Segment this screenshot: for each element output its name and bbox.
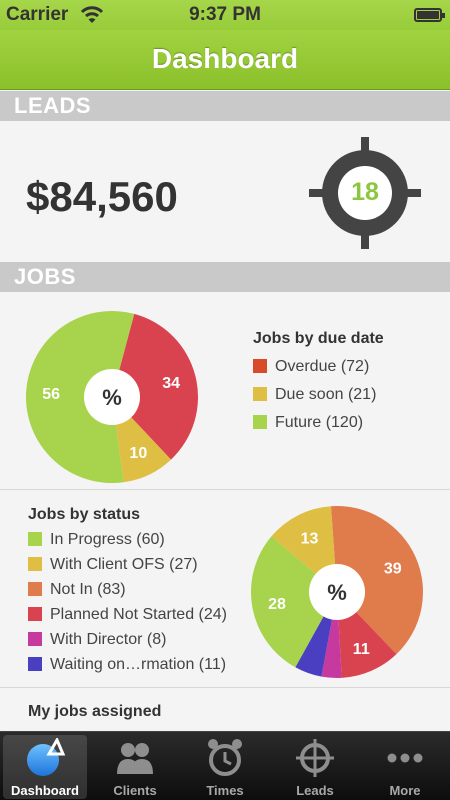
tab-leads[interactable]: Leads [273,735,357,799]
tab-label: Dashboard [11,783,79,798]
status-value-label: 13 [301,531,319,548]
status-bar: Carrier 9:37 PM [0,0,450,30]
target-icon [296,739,334,777]
due-date-value-label: 56 [42,386,60,403]
jobs-by-due-date-pie[interactable]: % 34 10 56 [0,292,230,490]
legend-label: Overdue (72) [275,358,370,375]
tab-clients[interactable]: Clients [93,735,177,799]
more-icon [387,753,423,763]
legend-item-due-soon: Due soon (21) [253,385,376,405]
status-slice-in-progress[interactable] [250,536,337,668]
my-jobs-assigned-heading: My jobs assigned [28,703,162,720]
status-center-hole [309,564,365,620]
alarm-clock-icon [208,739,242,776]
legend-item-with-client-ofs: With Client OFS (27) [28,555,198,575]
wifi-icon [80,6,104,23]
leads-value: $84,560 [26,173,178,220]
page-title: Dashboard [151,43,299,74]
legend-swatch [253,387,267,401]
due-date-slice-overdue[interactable] [112,313,198,460]
clients-icon [117,743,153,774]
navigation-bar: Dashboard [0,30,450,90]
clock: 9:37 PM [189,4,261,25]
status-center-label: % [327,580,347,605]
legend-item-not-in: Not In (83) [28,580,126,600]
legend-item-with-director: With Director (8) [28,630,166,650]
legend-swatch [253,359,267,373]
legend-label: Not In (83) [50,581,126,598]
tab-label: Clients [113,783,157,798]
status-legend-title: Jobs by status [28,506,141,523]
status-value-label: 28 [268,596,286,613]
divider [0,489,450,490]
legend-item-waiting-on-information: Waiting on…rmation (11) [28,655,226,675]
legend-label: With Client OFS (27) [50,556,198,573]
jobs-by-status-pie[interactable]: % 39 11 28 13 [240,495,440,685]
dashboard-icon [27,738,65,776]
carrier-label: Carrier [6,4,69,25]
tab-label: Times [206,783,244,798]
due-date-legend-title: Jobs by due date [253,330,384,347]
status-value-label: 11 [353,641,370,658]
legend-label: With Director (8) [50,631,167,648]
legend-item-overdue: Overdue (72) [253,357,369,377]
legend-label: Waiting on…rmation (11) [50,656,227,673]
status-slice-not-in[interactable] [331,506,423,655]
tab-more[interactable]: More [363,735,447,799]
tab-dashboard[interactable]: Dashboard [3,735,87,799]
tab-label: Leads [296,783,334,798]
legend-item-in-progress: In Progress (60) [28,530,165,550]
legend-label: Due soon (21) [275,386,377,403]
due-date-value-label: 10 [129,445,147,462]
legend-label: Planned Not Started (24) [50,606,227,623]
jobs-section-header: JOBS [0,262,450,292]
legend-label: Future (120) [275,414,364,431]
legend-swatch [28,532,42,546]
due-date-center-hole [84,369,140,425]
tab-bar: Dashboard Clients Times Leads [0,731,450,800]
legend-swatch [28,557,42,571]
leads-section-header: LEADS [0,91,450,121]
tab-label: More [389,783,421,798]
due-date-value-label: 34 [162,375,180,392]
due-date-slice-future[interactable] [25,310,135,483]
battery-icon [414,8,445,22]
legend-swatch [28,582,42,596]
legend-swatch [28,657,42,671]
leads-count: 18 [351,178,379,206]
legend-item-future: Future (120) [253,413,363,433]
tab-times[interactable]: Times [183,735,267,799]
crosshair-target-icon [309,137,421,249]
divider [0,687,450,688]
legend-label: In Progress (60) [50,531,165,548]
legend-swatch [28,607,42,621]
legend-swatch [28,632,42,646]
legend-swatch [253,415,267,429]
due-date-center-label: % [102,385,122,410]
legend-item-planned-not-started: Planned Not Started (24) [28,605,227,625]
status-value-label: 39 [384,560,402,577]
